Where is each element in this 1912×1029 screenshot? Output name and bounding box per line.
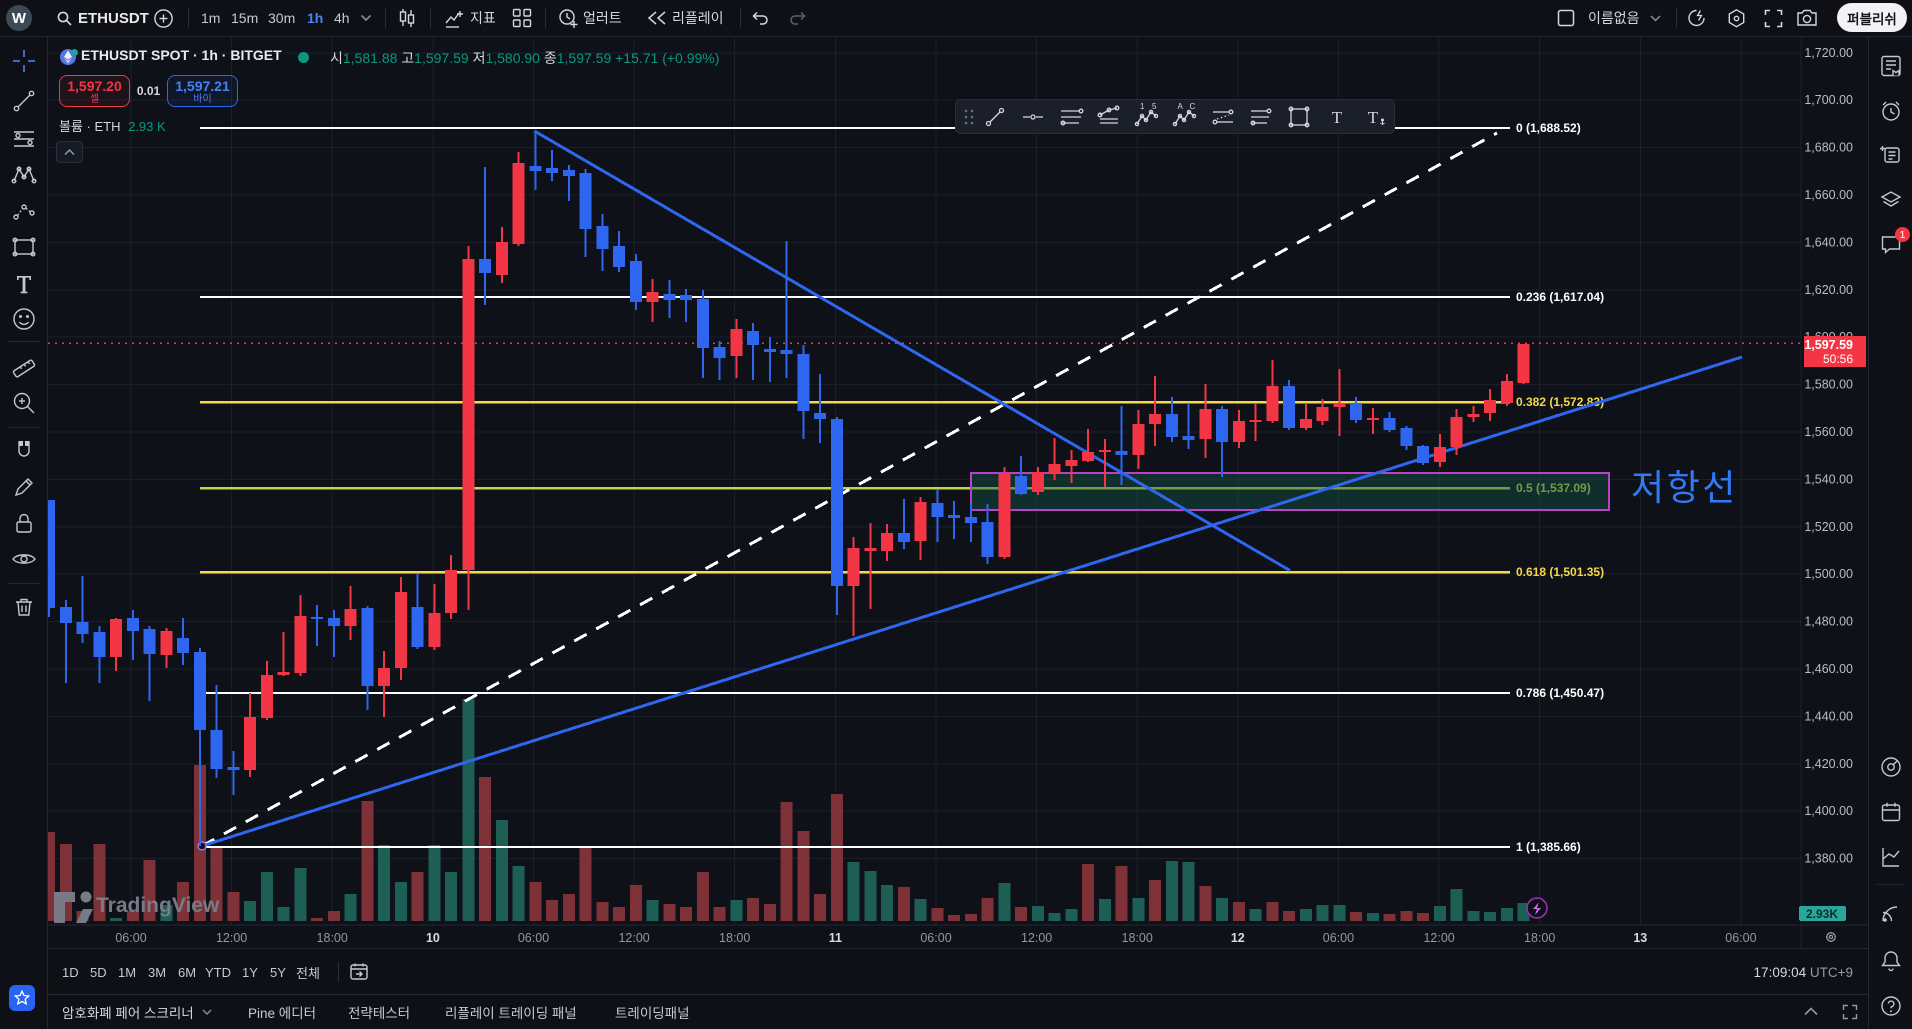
svg-text:18:00: 18:00 (317, 931, 348, 945)
svg-text:06:00: 06:00 (115, 931, 146, 945)
svg-text:18:00: 18:00 (1524, 931, 1555, 945)
svg-text:2.93K: 2.93K (1806, 907, 1838, 921)
svg-text:0 (1,688.52): 0 (1,688.52) (1516, 121, 1581, 135)
svg-text:1,440.00: 1,440.00 (1804, 709, 1853, 723)
svg-text:1,540.00: 1,540.00 (1804, 472, 1853, 486)
svg-text:1 (1,385.66): 1 (1,385.66) (1516, 840, 1581, 854)
svg-text:12: 12 (1231, 931, 1245, 945)
svg-text:TradingView: TradingView (96, 894, 220, 917)
svg-text:13: 13 (1633, 931, 1647, 945)
svg-text:0.382 (1,572.83): 0.382 (1,572.83) (1516, 395, 1604, 409)
svg-text:0.236 (1,617.04): 0.236 (1,617.04) (1516, 290, 1604, 304)
svg-text:1,420.00: 1,420.00 (1804, 757, 1853, 771)
svg-text:1,480.00: 1,480.00 (1804, 615, 1853, 629)
svg-text:1,640.00: 1,640.00 (1804, 235, 1853, 249)
svg-text:0.5 (1,537.09): 0.5 (1,537.09) (1516, 481, 1591, 495)
svg-text:1,400.00: 1,400.00 (1804, 804, 1853, 818)
svg-text:C: C (1190, 103, 1196, 111)
svg-text:1,660.00: 1,660.00 (1804, 188, 1853, 202)
svg-text:1,500.00: 1,500.00 (1804, 567, 1853, 581)
svg-text:12:00: 12:00 (618, 931, 649, 945)
svg-text:1,680.00: 1,680.00 (1804, 141, 1853, 155)
svg-text:5: 5 (1152, 103, 1157, 111)
svg-text:12:00: 12:00 (1021, 931, 1052, 945)
svg-text:1: 1 (1140, 103, 1145, 111)
svg-text:06:00: 06:00 (1725, 931, 1756, 945)
svg-text:저항선: 저항선 (1631, 467, 1738, 508)
svg-text:10: 10 (426, 931, 440, 945)
svg-text:1,520.00: 1,520.00 (1804, 520, 1853, 534)
svg-text:1,597.59: 1,597.59 (1804, 338, 1853, 352)
svg-text:1,580.00: 1,580.00 (1804, 378, 1853, 392)
svg-text:T: T (1368, 108, 1379, 127)
svg-text:06:00: 06:00 (518, 931, 549, 945)
svg-text:06:00: 06:00 (1323, 931, 1354, 945)
svg-text:1,380.00: 1,380.00 (1804, 852, 1853, 866)
svg-text:1,460.00: 1,460.00 (1804, 662, 1853, 676)
svg-text:0.618 (1,501.35): 0.618 (1,501.35) (1516, 565, 1604, 579)
svg-text:18:00: 18:00 (1122, 931, 1153, 945)
svg-text:1,720.00: 1,720.00 (1804, 46, 1853, 60)
svg-text:0.786 (1,450.47): 0.786 (1,450.47) (1516, 686, 1604, 700)
svg-text:1,700.00: 1,700.00 (1804, 93, 1853, 107)
svg-text:12:00: 12:00 (1423, 931, 1454, 945)
svg-text:12:00: 12:00 (216, 931, 247, 945)
svg-text:1,560.00: 1,560.00 (1804, 425, 1853, 439)
svg-text:50:56: 50:56 (1823, 352, 1853, 366)
svg-text:1,620.00: 1,620.00 (1804, 283, 1853, 297)
svg-text:11: 11 (829, 931, 842, 945)
svg-text:T: T (1332, 108, 1343, 127)
svg-text:06:00: 06:00 (920, 931, 951, 945)
svg-text:18:00: 18:00 (719, 931, 750, 945)
svg-text:A: A (1178, 103, 1184, 111)
